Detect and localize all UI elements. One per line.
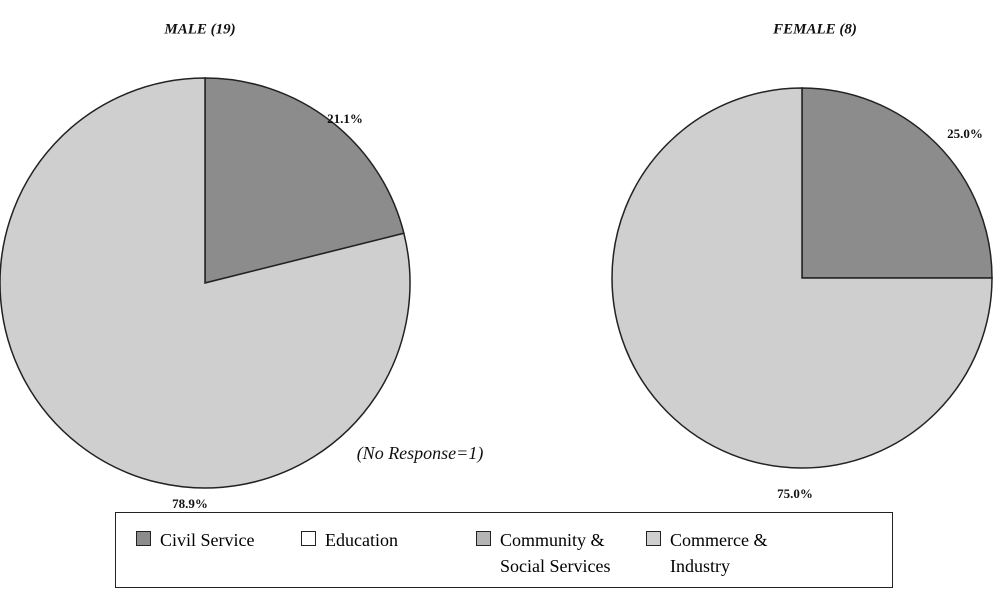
legend-label: Community & Social Services [500, 530, 611, 576]
pie-slice [204, 77, 405, 284]
chart-title: FEMALE (8) [772, 21, 857, 37]
pie-slice [801, 87, 993, 279]
legend-item: Commerce & Industry [646, 527, 810, 579]
legend: Civil Service Education Community & Social… [115, 512, 893, 588]
legend-swatch [301, 531, 316, 546]
legend-swatch [476, 531, 491, 546]
slice-label: 21.1% [327, 111, 363, 126]
legend-swatch [136, 531, 151, 546]
slice-label: 25.0% [947, 126, 983, 141]
slice-label: 75.0% [777, 486, 813, 501]
legend-swatch [646, 531, 661, 546]
annotation: (No Response=1) [357, 443, 484, 464]
pie-slice [0, 77, 411, 489]
legend-item: Civil Service [136, 527, 300, 553]
legend-item: Education [301, 527, 465, 553]
pie-slice [611, 87, 993, 469]
chart: MALE (19) 21.1% 78.9% (No Response=1) FEMALE… [0, 21, 993, 510]
legend-item: Community & Social Services [476, 527, 640, 579]
slice-label: 78.9% [172, 496, 208, 510]
legend-label: Commerce & Industry [670, 530, 768, 576]
chart-title: MALE (19) [163, 21, 235, 37]
legend-label: Education [325, 530, 398, 550]
legend-label: Civil Service [160, 530, 255, 550]
